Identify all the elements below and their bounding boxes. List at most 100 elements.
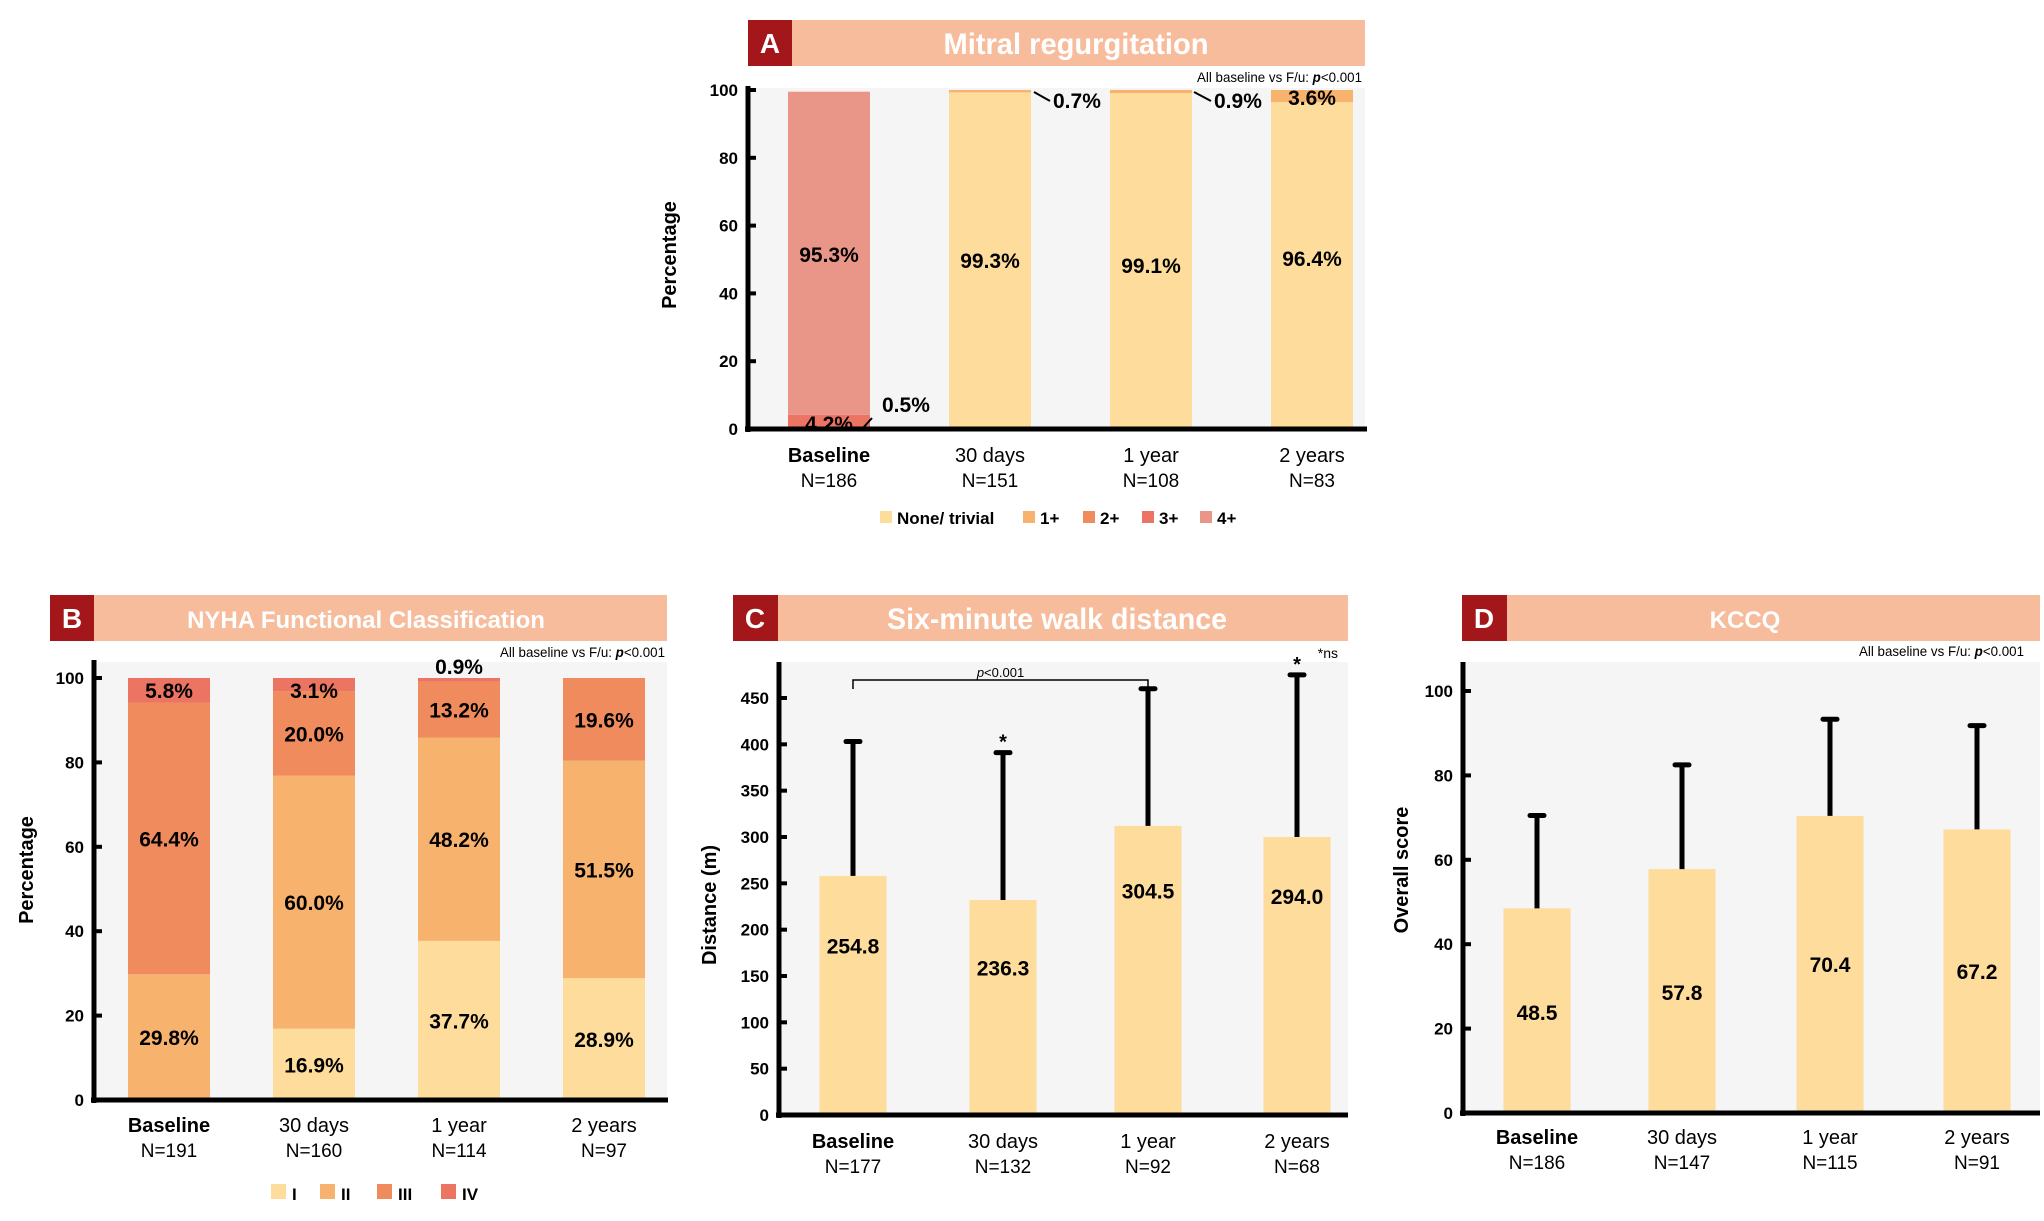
x-n-label: N=115 [1802,1153,1857,1174]
bracket-label: p<0.001 [976,665,1024,680]
data-label: 236.3 [977,958,1030,981]
bar-segment [949,92,1031,430]
panel-a-title: Mitral regurgitation [944,28,1209,61]
panel-d: D KCCQ All baseline vs F/u: p<0.001 48.5… [1391,595,2040,1174]
x-n-label: N=160 [286,1141,343,1162]
x-category-label: 1 year [431,1115,487,1137]
bar-segment [1110,90,1192,94]
data-label: 95.3% [799,244,859,267]
data-label: 70.4 [1810,954,1851,977]
bar-segment [273,691,355,776]
data-label: 48.5 [1517,1002,1558,1025]
panel-c: C Six-minute walk distance *ns 254.8 236.… [699,595,1348,1178]
x-n-label: N=83 [1289,471,1335,492]
y-tick-label: 300 [741,828,769,847]
legend-swatch [880,511,892,523]
panel-b-header-band [50,595,667,641]
data-label: 254.8 [827,935,880,958]
data-label: 37.7% [429,1010,489,1033]
x-category-label: 30 days [1647,1127,1717,1149]
bar-segment [128,974,210,1100]
data-label: 20.0% [284,723,344,746]
legend-label: 2+ [1100,509,1119,528]
data-label: 67.2 [1957,961,1998,984]
bar-segment [949,90,1031,93]
y-tick-label: 80 [1434,766,1453,785]
y-tick-label: 200 [741,921,769,940]
legend-swatch [1023,511,1035,523]
panel-a: A Mitral regurgitation All baseline vs F… [659,20,1367,528]
x-category-label: Baseline [128,1115,210,1137]
bar [1503,908,1571,1113]
x-category-label: 1 year [1802,1127,1858,1149]
data-label: 57.8 [1662,982,1703,1005]
x-n-label: N=186 [1509,1153,1566,1174]
x-category-label: 1 year [1120,1131,1176,1153]
data-label: 48.2% [429,829,489,852]
data-label: 304.5 [1122,880,1175,903]
x-n-label: N=68 [1274,1157,1320,1178]
bar [1796,815,1864,1113]
panel-a-legend: None/ trivial 1+ 2+ 3+ 4+ [880,509,1236,528]
legend-label: None/ trivial [897,509,994,528]
legend-swatch [271,1184,286,1199]
y-tick-label: 20 [719,352,738,371]
data-label: 4.2% [805,413,853,436]
panel-c-title: Six-minute walk distance [887,603,1227,636]
panel-a-letter: A [760,28,780,59]
bar-segment [563,678,645,761]
data-label: 60.0% [284,892,344,915]
x-n-label: N=97 [581,1141,627,1162]
data-label: 13.2% [429,700,489,723]
panel-b-letter-box [50,595,94,641]
bar-segment [563,760,645,979]
panel-b-legend: I II III IV [271,1184,479,1204]
x-n-label: N=191 [141,1141,198,1162]
panel-d-header-band [1462,595,2040,641]
data-label: 0.9% [435,656,483,679]
data-label: 0.9% [1214,90,1262,113]
bar-segment [788,91,870,415]
y-tick-label: 60 [65,838,84,857]
data-label: 99.3% [960,250,1020,273]
legend-label: 1+ [1040,509,1059,528]
data-label: 0.5% [882,394,930,417]
x-category-label: 30 days [968,1131,1038,1153]
x-category-label: Baseline [1496,1127,1578,1149]
y-tick-label: 20 [65,1007,84,1026]
panel-c-y-label: Distance (m) [699,845,721,965]
legend-swatch [377,1184,392,1199]
bar [1263,837,1331,1115]
legend-label: III [398,1185,412,1204]
x-n-label: N=108 [1123,471,1180,492]
x-category-label: 30 days [279,1115,349,1137]
data-label: 64.4% [139,828,199,851]
data-label: 3.1% [290,680,338,703]
panel-a-note: All baseline vs F/u: p<0.001 [1197,69,1362,85]
x-n-label: N=132 [975,1157,1032,1178]
bar [819,875,887,1115]
panel-a-letter-box [748,20,792,66]
leader-line [1193,91,1212,102]
legend-swatch [1200,511,1212,523]
bar [1943,829,2011,1113]
bar-segment [1271,102,1353,429]
x-n-label: N=114 [431,1141,487,1162]
leader-line [861,417,873,430]
legend-label: 4+ [1217,509,1236,528]
bar-segment [418,681,500,738]
x-category-label: 1 year [1123,445,1179,467]
y-tick-label: 100 [741,1013,769,1032]
bar-segment [273,775,355,1029]
legend-swatch [1083,511,1095,523]
y-tick-label: 60 [719,217,738,236]
y-tick-label: 0 [75,1091,84,1110]
x-n-label: N=147 [1654,1153,1711,1174]
y-tick-label: 40 [1434,935,1453,954]
bar-segment [273,1028,355,1100]
y-tick-label: 20 [1434,1020,1453,1039]
significance-marker: * [1293,654,1301,676]
y-tick-label: 400 [741,735,769,754]
legend-label: IV [462,1185,479,1204]
